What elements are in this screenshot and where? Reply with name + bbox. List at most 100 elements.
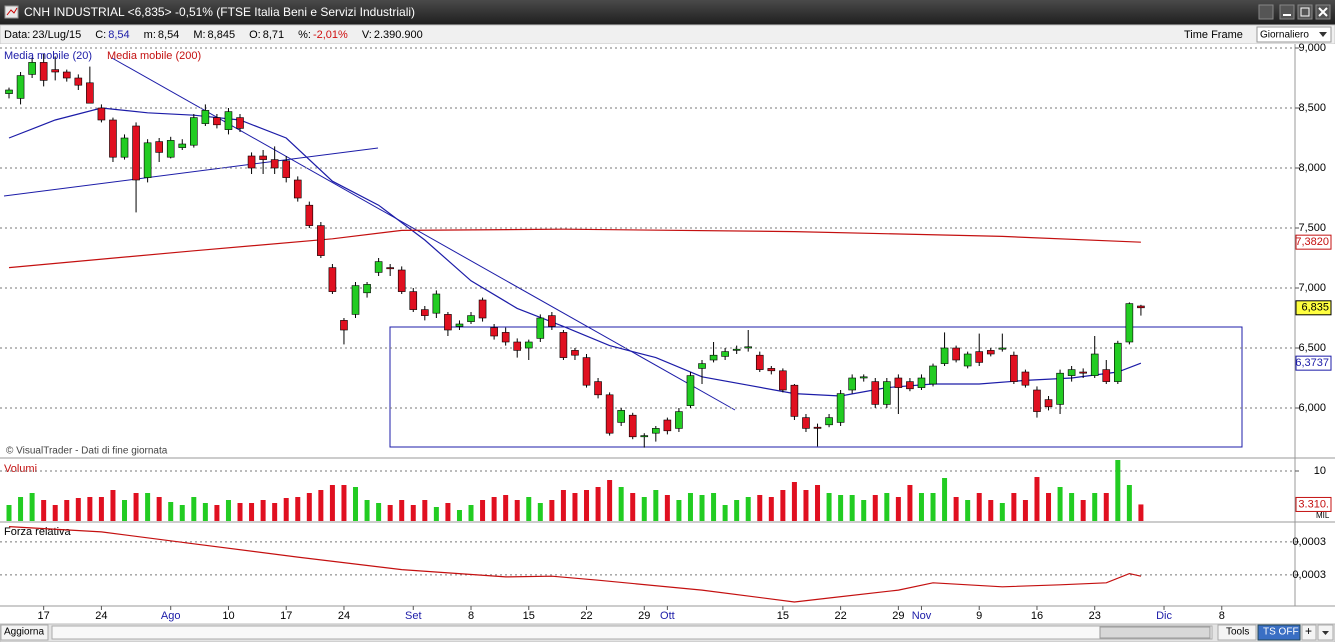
- volume-bar: [6, 505, 12, 521]
- x-tick-label: Set: [405, 610, 422, 622]
- scroll-thumb[interactable]: [1099, 626, 1211, 639]
- x-tick-label: 24: [338, 610, 350, 622]
- x-tick-label: 9: [976, 610, 982, 622]
- tools-button[interactable]: [1217, 624, 1257, 641]
- x-tick-label: 15: [523, 610, 535, 622]
- volume-bar: [872, 495, 878, 521]
- panel-title: Volumi: [4, 463, 37, 475]
- candle-body: [686, 375, 695, 406]
- candle-body: [790, 384, 799, 417]
- dropdown-arrow: [1319, 32, 1327, 37]
- candle-body: [628, 414, 637, 438]
- candle-body: [1102, 369, 1111, 382]
- candle-body: [883, 381, 891, 405]
- candle-body: [617, 410, 625, 423]
- volume-bar: [75, 498, 81, 521]
- candle-body: [501, 332, 510, 343]
- info-value: 8,54: [158, 29, 179, 41]
- volume-bar: [918, 493, 924, 521]
- volume-bar: [607, 480, 613, 521]
- candle-body: [432, 293, 441, 314]
- volume-bar: [179, 505, 185, 521]
- candle-body: [825, 417, 833, 426]
- volume-bar: [410, 505, 416, 521]
- candle-body: [16, 75, 25, 99]
- candle-body: [859, 376, 868, 379]
- add-button[interactable]: [1301, 624, 1317, 641]
- volume-bar: [526, 497, 532, 521]
- candle-body: [455, 323, 464, 327]
- volume-bar: [791, 482, 797, 521]
- minimize-button[interactable]: [1279, 4, 1295, 20]
- candle-body: [709, 354, 718, 361]
- info-value: 2.390.900: [374, 29, 423, 41]
- x-tick-label: 22: [834, 610, 846, 622]
- volume-bar: [1126, 485, 1132, 521]
- volume-bar: [468, 505, 474, 521]
- range-box: [389, 326, 1243, 448]
- volume-bar: [260, 500, 266, 521]
- candle-body: [270, 159, 279, 169]
- candle-body: [155, 141, 163, 153]
- refresh-button[interactable]: [0, 624, 49, 641]
- x-tick-label: 17: [38, 610, 50, 622]
- volume-bar: [225, 500, 231, 521]
- time-frame-select[interactable]: Giornaliero: [1256, 26, 1332, 43]
- x-tick-label: 29: [892, 610, 904, 622]
- candle-body: [166, 140, 175, 158]
- close-glyph: [1318, 7, 1328, 17]
- volume-bar: [110, 490, 116, 521]
- y-tick-label: 9,000: [1298, 42, 1326, 54]
- volume-bar: [422, 500, 428, 521]
- candle-body: [444, 314, 452, 331]
- volume-bar: [711, 493, 717, 521]
- candle-body: [397, 269, 406, 292]
- candle-body: [1021, 371, 1030, 386]
- candle-body: [952, 347, 960, 361]
- candle-body: [998, 347, 1007, 350]
- volume-bar: [988, 500, 994, 521]
- candle-body: [802, 417, 810, 429]
- volume-bar: [237, 503, 243, 521]
- volume-bar: [29, 493, 35, 521]
- volume-bar: [1080, 500, 1086, 521]
- candle-body: [143, 142, 152, 178]
- plots: 9,000 8,500 8,000 7,500 7,000 6,500 6,000 Media…: [0, 42, 1332, 622]
- candle-body: [894, 377, 903, 388]
- candle-body: [744, 346, 753, 349]
- volume-bar: [1046, 493, 1052, 521]
- volume-bar: [341, 485, 347, 521]
- volume-bar: [122, 500, 128, 521]
- time-frame-box[interactable]: [1256, 26, 1332, 43]
- volume-bar: [399, 500, 405, 521]
- tools-label: Tools: [1226, 627, 1249, 638]
- candle-body: [97, 107, 106, 121]
- volume-bar: [445, 503, 451, 521]
- volume-bar: [133, 493, 139, 521]
- volume-bar: [249, 503, 255, 521]
- volume-bar: [699, 495, 705, 521]
- volume-bar: [572, 493, 578, 521]
- candle-body: [675, 411, 683, 429]
- ts-button[interactable]: [1257, 624, 1301, 641]
- candle-body: [767, 368, 776, 372]
- credit: © VisualTrader - Dati di fine giornata: [6, 446, 168, 457]
- volume-bar: [1034, 477, 1040, 521]
- volume-bar: [364, 500, 370, 521]
- candle-body: [779, 370, 787, 391]
- maximize-button[interactable]: [1297, 4, 1313, 20]
- candle-body: [351, 285, 360, 315]
- info-label: %:: [298, 29, 311, 41]
- scrollbar[interactable]: [51, 625, 1213, 640]
- info-value: 8,71: [263, 29, 284, 41]
- volume-bar: [491, 497, 497, 521]
- y-tick-label: 7,500: [1298, 222, 1326, 234]
- candle-body: [1067, 369, 1076, 376]
- volume-bar: [295, 497, 301, 521]
- window-buttons[interactable]: [1258, 4, 1331, 20]
- candle-body: [224, 111, 233, 130]
- candle-body: [755, 354, 764, 370]
- x-tick-label: 23: [1089, 610, 1101, 622]
- tools-button[interactable]: [1258, 4, 1274, 20]
